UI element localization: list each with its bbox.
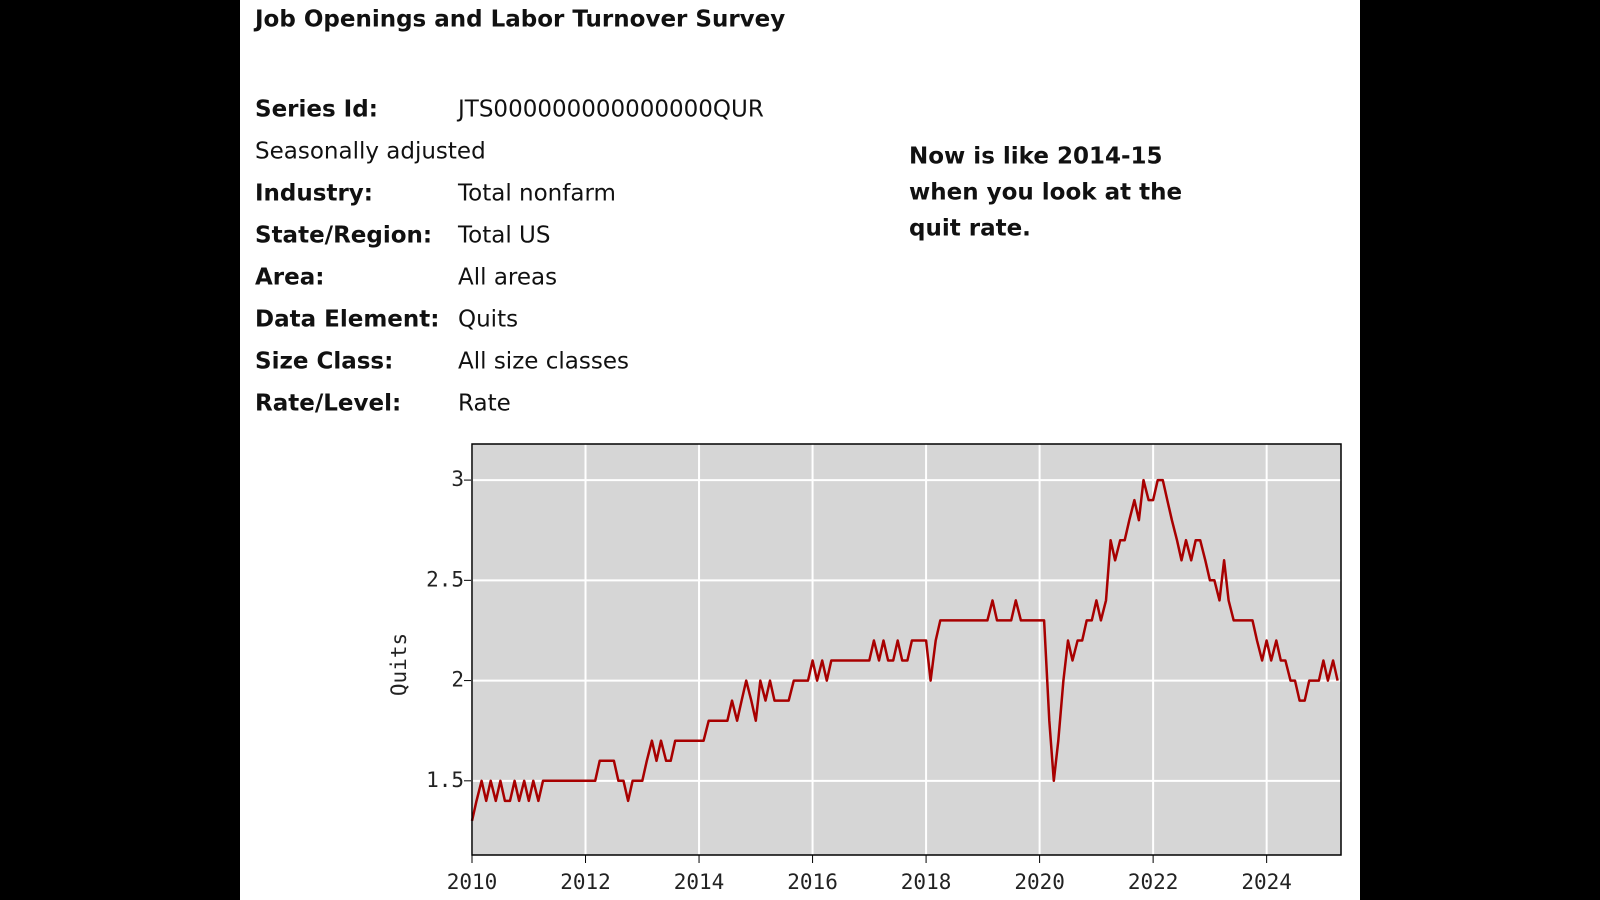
title: Job Openings and Labor Turnover Survey: [253, 7, 785, 33]
field-value: Total US: [457, 223, 550, 249]
field-value: Total nonfarm: [457, 181, 616, 207]
data-line: [470, 478, 1339, 822]
x-tick-label: 2022: [1128, 870, 1179, 894]
x-tick-label: 2012: [560, 870, 611, 894]
y-tick-label: 1.5: [426, 768, 464, 792]
annotation: when you look at the: [909, 180, 1182, 206]
annotation: Now is like 2014-15: [909, 144, 1163, 170]
field-label: Area:: [255, 265, 324, 291]
field-value: JTS000000000000000QUR: [456, 97, 764, 123]
field-label: Data Element:: [255, 307, 439, 333]
x-tick-label: 2014: [674, 870, 725, 894]
x-tick-label: 2010: [447, 870, 498, 894]
field-label: Rate/Level:: [255, 391, 401, 417]
field-value: All size classes: [458, 349, 629, 375]
field-value: Rate: [458, 391, 511, 417]
field-label: Industry:: [255, 181, 373, 207]
field-note: Seasonally adjusted: [255, 139, 486, 165]
y-tick-label: 2.5: [426, 567, 464, 591]
x-tick-label: 2018: [901, 870, 952, 894]
field-label: Size Class:: [255, 349, 393, 375]
plot-area: [472, 444, 1341, 855]
field-label: Series Id:: [255, 97, 378, 123]
y-tick-label: 2: [451, 668, 464, 692]
plot-frame: [471, 443, 1342, 856]
y-axis-label: Quits: [387, 633, 411, 696]
field-value: Quits: [458, 307, 518, 333]
field-label: State/Region:: [255, 223, 432, 249]
x-tick-label: 2020: [1014, 870, 1065, 894]
x-tick-label: 2024: [1241, 870, 1292, 894]
x-tick-label: 2016: [787, 870, 838, 894]
field-value: All areas: [458, 265, 557, 291]
annotation: quit rate.: [909, 216, 1031, 242]
y-tick-label: 3: [451, 467, 464, 491]
